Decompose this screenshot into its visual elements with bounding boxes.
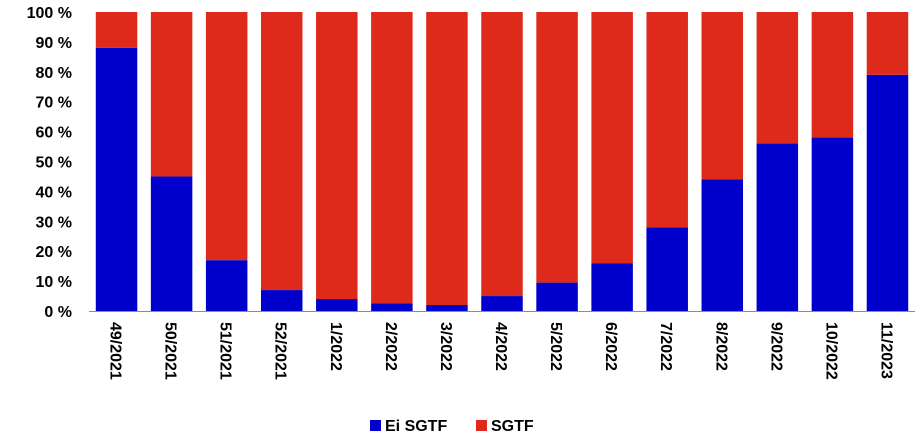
y-tick-label: 40 %	[36, 184, 72, 201]
x-tick-label: 7/2022	[657, 322, 674, 371]
bar-sgtf	[866, 12, 909, 75]
bar-ei-sgtf	[646, 227, 688, 311]
y-tick-label: 60 %	[36, 125, 72, 142]
x-tick-label: 52/2021	[272, 322, 289, 380]
legend-swatch-sgtf	[476, 420, 487, 431]
x-tick-label: 3/2022	[437, 322, 454, 371]
bar-sgtf	[481, 12, 523, 297]
x-tick-label: 11/2023	[877, 322, 894, 379]
x-tick-label: 50/2021	[162, 322, 179, 380]
legend-label-ei-sgtf: Ei SGTF	[385, 418, 447, 435]
bar-ei-sgtf	[316, 299, 358, 311]
bar-sgtf	[701, 12, 744, 180]
bar-ei-sgtf	[536, 282, 578, 311]
x-tick-label: 1/2022	[327, 322, 344, 371]
bar-sgtf	[371, 12, 413, 304]
bar-sgtf	[426, 12, 468, 306]
bar-ei-sgtf	[95, 47, 138, 311]
bar-ei-sgtf	[260, 290, 303, 311]
x-axis: 49/2021 50/2021 51/2021 52/2021 1/2022 2/2022…	[89, 311, 915, 380]
y-tick-label: 80 %	[36, 65, 72, 82]
y-tick-label: 30 %	[36, 214, 72, 231]
bar-ei-sgtf	[591, 263, 633, 311]
bar-ei-sgtf	[426, 305, 468, 311]
bar-sgtf	[205, 12, 248, 261]
x-tick-label: 4/2022	[492, 322, 509, 371]
bar-sgtf	[316, 12, 358, 300]
y-tick-label: 50 %	[36, 155, 72, 172]
y-tick-label: 70 %	[36, 95, 72, 112]
bars	[95, 12, 909, 311]
bar-ei-sgtf	[701, 179, 744, 311]
bar-sgtf	[646, 12, 688, 228]
y-tick-label: 90 %	[36, 35, 72, 52]
bar-ei-sgtf	[866, 74, 909, 311]
x-tick-label: 2/2022	[382, 322, 399, 371]
y-tick-label: 100 %	[27, 5, 72, 22]
bar-ei-sgtf	[756, 143, 799, 311]
y-axis: 0 % 10 % 20 % 30 % 40 % 50 % 60 % 70 % 80 % 90 % 1…	[27, 5, 72, 321]
y-tick-label: 20 %	[36, 244, 72, 261]
x-tick-label: 10/2022	[822, 322, 839, 380]
bar-sgtf	[95, 12, 138, 48]
y-tick-label: 10 %	[36, 274, 72, 291]
bar-sgtf	[260, 12, 303, 291]
x-tick-label: 6/2022	[602, 322, 619, 371]
bar-sgtf	[150, 12, 193, 177]
bar-ei-sgtf	[481, 296, 523, 311]
legend-swatch-ei-sgtf	[370, 420, 381, 431]
bar-ei-sgtf	[811, 137, 854, 311]
bar-ei-sgtf	[205, 260, 248, 311]
bar-ei-sgtf	[150, 176, 193, 311]
x-tick-label: 51/2021	[217, 322, 234, 380]
bar-sgtf	[591, 12, 633, 264]
y-tick-label: 0 %	[44, 304, 72, 321]
x-tick-label: 5/2022	[547, 322, 564, 371]
bar-ei-sgtf	[371, 303, 413, 311]
x-tick-label: 49/2021	[107, 322, 124, 380]
legend: Ei SGTF SGTF	[370, 418, 534, 435]
legend-label-sgtf: SGTF	[491, 418, 534, 435]
bar-sgtf	[756, 12, 799, 144]
bar-sgtf	[811, 12, 854, 138]
x-tick-label: 9/2022	[767, 322, 784, 371]
bar-sgtf	[536, 12, 578, 283]
x-tick-label: 8/2022	[712, 322, 729, 371]
